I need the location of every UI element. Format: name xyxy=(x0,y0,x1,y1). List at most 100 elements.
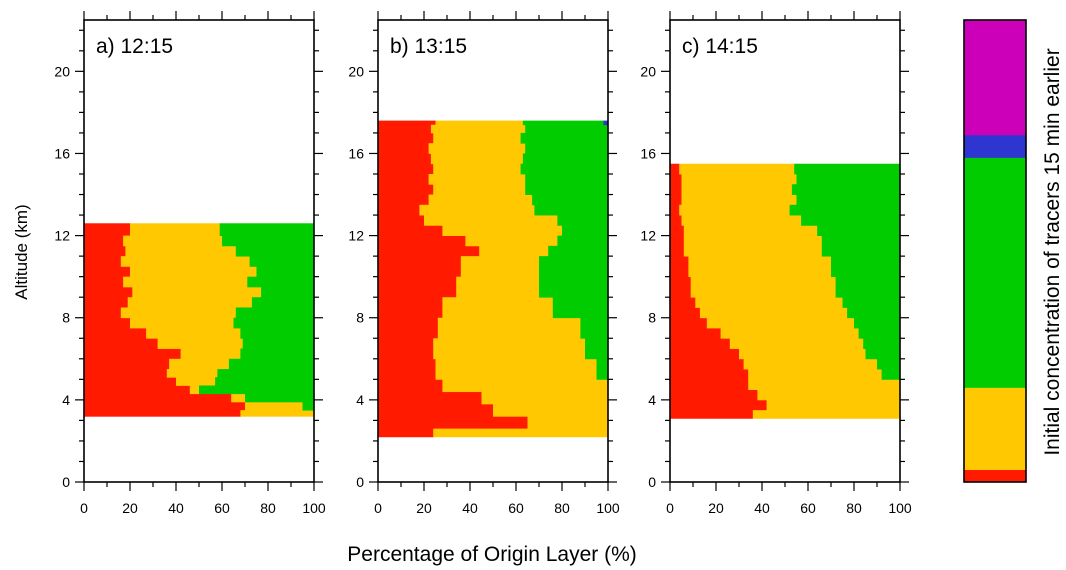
area-yellow-segment xyxy=(245,401,303,411)
area-green-segment xyxy=(877,358,901,370)
panel-0: 0 4 8 12 16 20 0 20 40 60 80 100 a) 12:15 xyxy=(54,11,326,516)
area-red-segment xyxy=(378,428,434,438)
area-red-segment xyxy=(378,416,528,430)
area-green-segment xyxy=(522,120,604,126)
area-red-segment xyxy=(670,194,682,206)
area-yellow-segment xyxy=(683,235,823,257)
x-tick-label: 60 xyxy=(508,500,524,516)
area-green-segment xyxy=(520,132,609,144)
area-yellow-segment xyxy=(130,223,221,236)
area-yellow-segment xyxy=(442,297,554,319)
area-red-segment xyxy=(378,235,466,247)
area-yellow-segment xyxy=(435,120,524,126)
area-red-segment xyxy=(670,174,682,185)
colorbar xyxy=(963,19,1027,483)
area-yellow-segment xyxy=(428,174,526,185)
area-red-segment xyxy=(84,393,232,403)
area-green-segment xyxy=(552,297,609,319)
x-tick-label: 20 xyxy=(122,500,138,516)
area-yellow-segment xyxy=(435,358,597,380)
area-green-segment xyxy=(842,297,901,308)
area-green-segment xyxy=(796,194,901,206)
area-red-segment xyxy=(670,307,701,319)
area-yellow-segment xyxy=(729,338,864,349)
colorbar-segment-magenta xyxy=(964,20,1026,136)
area-yellow-segment xyxy=(120,256,250,267)
area-green-segment xyxy=(240,348,315,360)
x-tick-label: 100 xyxy=(302,500,326,516)
area-green-segment xyxy=(580,317,609,339)
x-tick-label: 80 xyxy=(554,500,570,516)
area-yellow-segment xyxy=(752,410,901,419)
area-green-segment xyxy=(219,223,315,236)
area-red-segment xyxy=(670,184,682,195)
area-yellow-segment xyxy=(681,215,802,226)
y-tick-label: 20 xyxy=(54,63,70,79)
area-red-segment xyxy=(84,223,131,236)
area-red-segment xyxy=(670,379,749,390)
area-yellow-segment xyxy=(130,317,234,329)
y-axis-label: Altitude (km) xyxy=(12,204,31,299)
area-yellow-segment xyxy=(688,256,832,278)
area-green-segment xyxy=(520,163,609,175)
area-green-segment xyxy=(557,215,609,226)
area-red-segment xyxy=(378,297,443,319)
area-red-segment xyxy=(84,286,133,298)
area-red-segment xyxy=(84,338,158,349)
area-yellow-segment xyxy=(130,266,257,278)
area-yellow-segment xyxy=(442,379,609,393)
y-tick-label: 8 xyxy=(648,310,656,326)
area-green-segment xyxy=(247,276,315,288)
area-green-segment xyxy=(245,393,315,403)
area-red-segment xyxy=(378,204,420,216)
area-yellow-segment xyxy=(748,379,901,390)
area-yellow-segment xyxy=(157,338,244,349)
area-yellow-segment xyxy=(699,307,848,319)
area-red-segment xyxy=(670,399,767,411)
area-red-segment xyxy=(378,358,436,380)
area-red-segment xyxy=(670,215,682,226)
area-yellow-segment xyxy=(437,317,581,339)
area-yellow-segment xyxy=(428,194,533,206)
area-green-segment xyxy=(228,358,315,370)
area-green-segment xyxy=(847,307,901,319)
y-tick-label: 0 xyxy=(648,474,656,490)
area-red-segment xyxy=(84,256,122,267)
area-green-segment xyxy=(596,358,609,380)
x-tick-label: 20 xyxy=(708,500,724,516)
area-yellow-segment xyxy=(681,184,793,195)
area-yellow-segment xyxy=(442,225,563,236)
area-red-segment xyxy=(378,124,432,134)
area-yellow-segment xyxy=(419,204,535,216)
area-green-segment xyxy=(235,245,315,257)
area-green-segment xyxy=(242,338,315,349)
area-green-segment xyxy=(249,256,315,267)
colorbar-segment-green xyxy=(964,157,1026,388)
panel-label: b) 13:15 xyxy=(390,35,467,58)
area-green-segment xyxy=(801,215,901,226)
colorbar-segment-blue xyxy=(964,134,1026,158)
area-red-segment xyxy=(378,215,425,226)
area-green-segment xyxy=(240,328,315,339)
x-tick-label: 0 xyxy=(374,500,382,516)
area-green-segment xyxy=(858,328,901,339)
area-red-segment xyxy=(84,235,124,247)
area-red-segment xyxy=(84,276,124,288)
area-yellow-segment xyxy=(706,317,855,329)
area-red-segment xyxy=(670,297,696,308)
area-yellow-segment xyxy=(456,276,540,298)
area-yellow-segment xyxy=(460,256,540,278)
y-tick-label: 12 xyxy=(348,228,364,244)
area-green-segment xyxy=(302,401,315,411)
area-yellow-segment xyxy=(169,358,230,370)
area-yellow-segment xyxy=(527,416,609,430)
area-red-segment xyxy=(378,403,494,417)
area-green-segment xyxy=(539,276,609,298)
x-tick-label: 40 xyxy=(168,500,184,516)
area-red-segment xyxy=(670,317,708,329)
colorbar-label: Initial concentration of tracers 15 min … xyxy=(1041,48,1064,455)
area-green-segment xyxy=(585,338,609,360)
area-red-segment xyxy=(378,276,457,298)
area-green-segment xyxy=(854,317,901,329)
area-yellow-segment xyxy=(125,245,237,257)
